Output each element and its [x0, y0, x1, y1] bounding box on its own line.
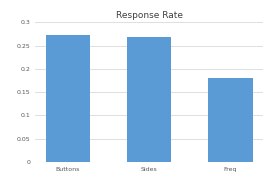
Title: Response Rate: Response Rate [115, 11, 183, 20]
Bar [46, 35, 90, 162]
Bar [127, 37, 171, 162]
Bar [208, 78, 253, 162]
